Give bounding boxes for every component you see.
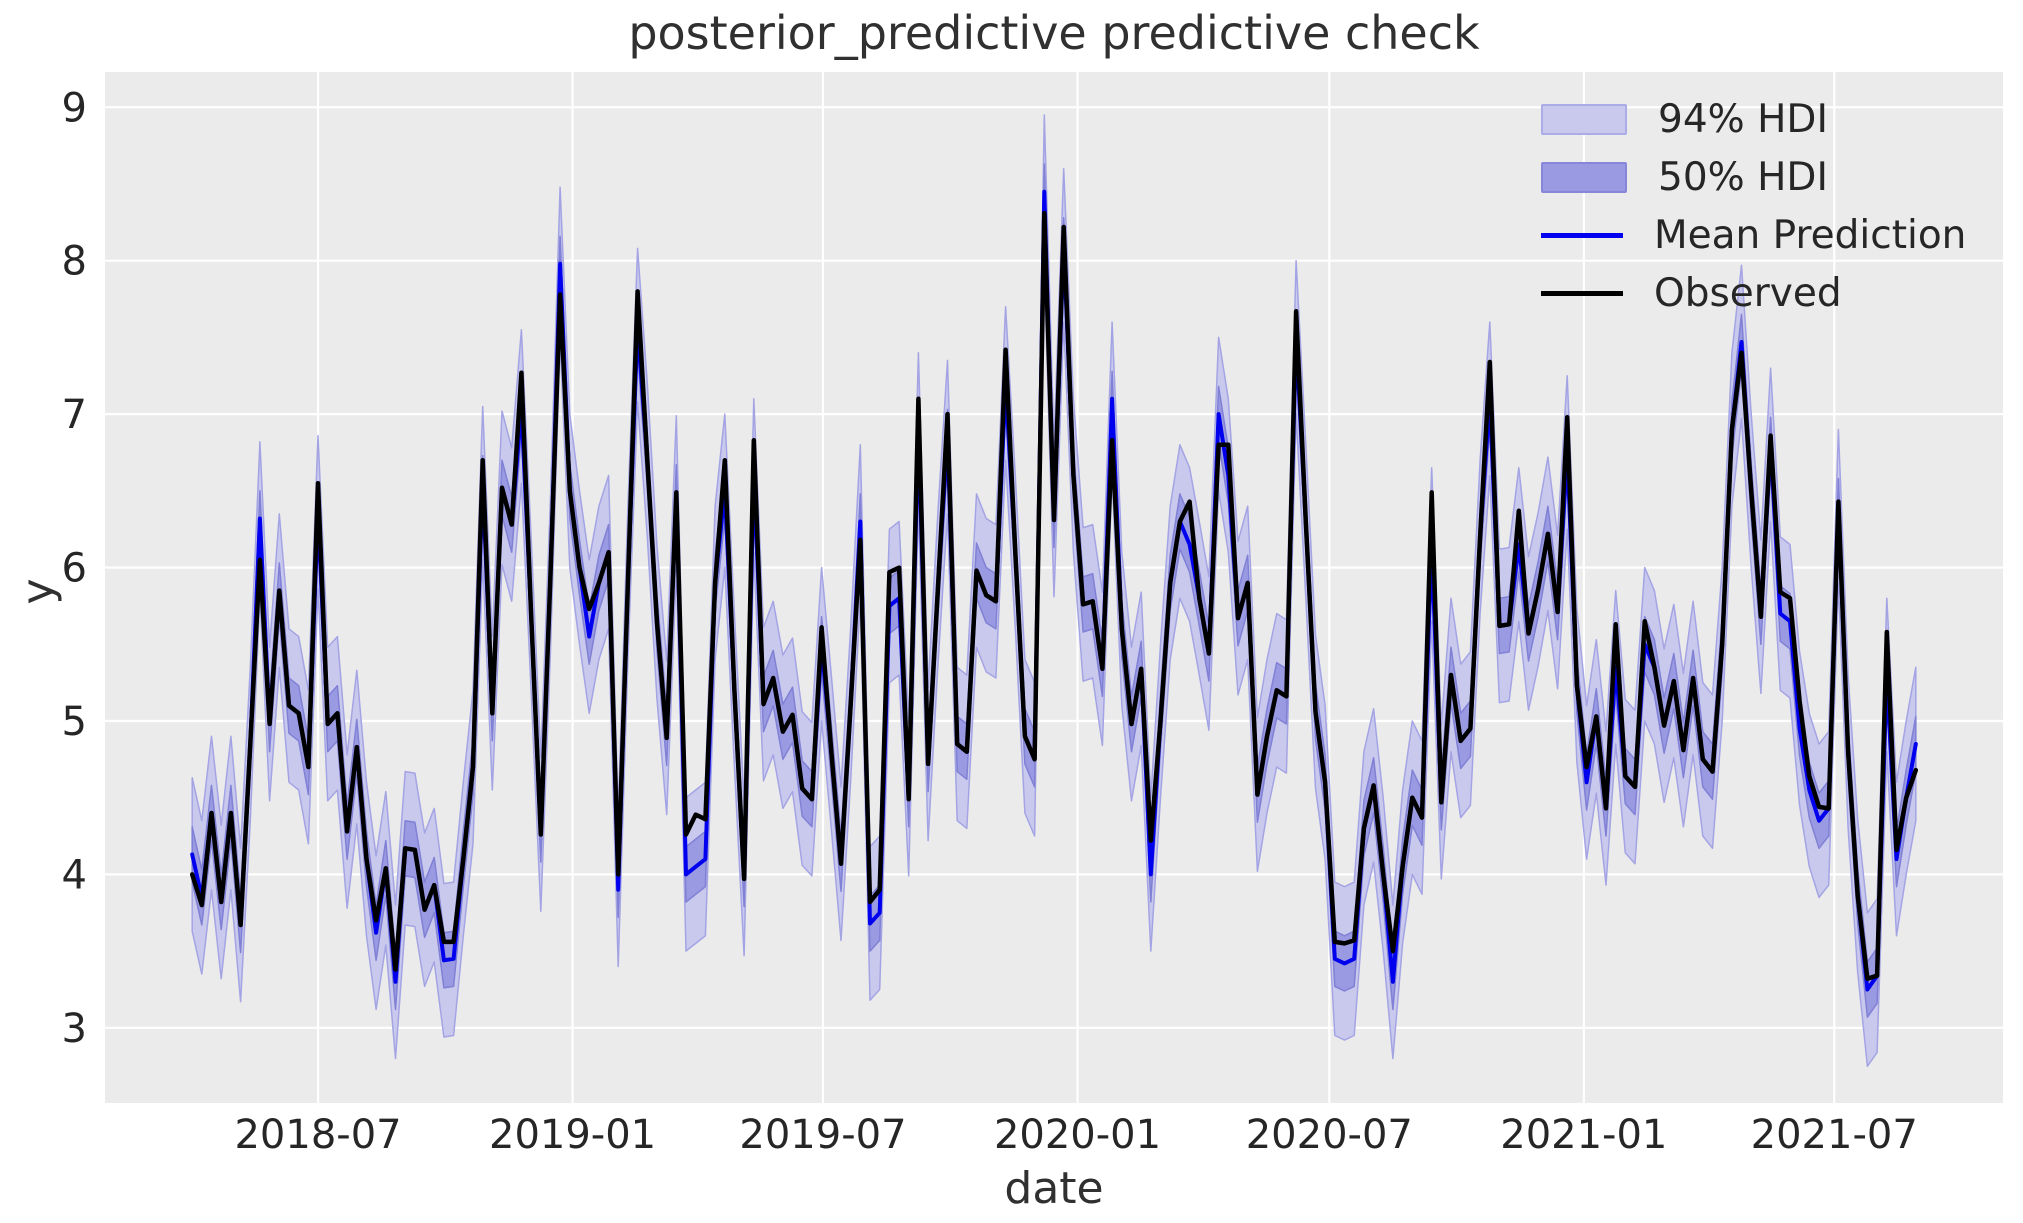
y-tick-label: 4 <box>62 852 87 898</box>
hdi-94-band <box>191 114 1917 1067</box>
legend-label: Mean Prediction <box>1654 212 1967 258</box>
y-tick-label: 5 <box>62 699 87 745</box>
legend-item-94-hdi: 94% HDI <box>1541 90 1966 148</box>
observed-line-swatch-icon <box>1541 290 1623 296</box>
y-tick-label: 7 <box>62 392 87 438</box>
y-tick-label: 8 <box>62 239 87 285</box>
legend-label: Observed <box>1654 270 1842 316</box>
observed-line <box>189 210 1919 981</box>
legend-item-50-hdi: 50% HDI <box>1541 148 1966 206</box>
legend-label: 50% HDI <box>1658 154 1828 200</box>
y-tick-label: 9 <box>62 85 87 131</box>
y-axis-label: y <box>12 578 64 605</box>
x-tick-label: 2020-01 <box>994 1112 1161 1158</box>
legend-label: 94% HDI <box>1658 96 1828 142</box>
x-tick-label: 2020-07 <box>1246 1112 1413 1158</box>
hdi-50-swatch-icon <box>1541 161 1627 193</box>
x-tick-label: 2021-01 <box>1500 1112 1667 1158</box>
chart-title: posterior_predictive predictive check <box>628 6 1480 60</box>
mean-line-swatch-icon <box>1541 232 1623 238</box>
y-tick-label: 6 <box>62 546 87 592</box>
legend-item-mean-prediction: Mean Prediction <box>1541 206 1966 264</box>
y-tick-label: 3 <box>62 1006 87 1052</box>
x-tick-label: 2019-01 <box>489 1112 656 1158</box>
x-axis-label: date <box>1004 1163 1104 1214</box>
x-tick-label: 2021-07 <box>1751 1112 1918 1158</box>
x-tick-label: 2019-07 <box>739 1112 906 1158</box>
legend: 94% HDI 50% HDI Mean Prediction Observed <box>1541 90 1966 322</box>
legend-item-observed: Observed <box>1541 264 1966 322</box>
hdi-94-swatch-icon <box>1541 103 1627 135</box>
x-tick-label: 2018-07 <box>234 1112 401 1158</box>
